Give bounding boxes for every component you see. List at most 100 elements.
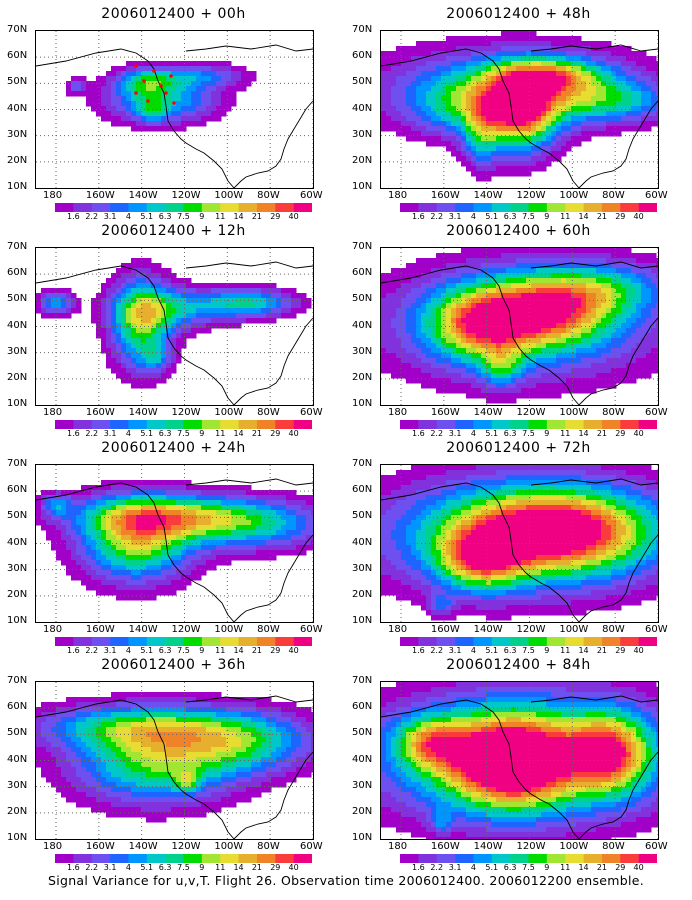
variance-cell <box>531 166 537 172</box>
variance-cell <box>626 111 632 117</box>
variance-cell <box>546 121 552 127</box>
variance-cell <box>111 353 117 359</box>
colorbar-label: 29 <box>270 212 281 221</box>
variance-cell <box>571 308 577 314</box>
variance-cell <box>646 303 652 309</box>
variance-cell <box>656 86 658 92</box>
variance-cell <box>231 525 237 531</box>
variance-cell <box>406 288 412 294</box>
variance-cell <box>606 61 612 67</box>
variance-cell <box>456 41 462 47</box>
variance-cell <box>446 333 452 339</box>
variance-cell <box>621 71 627 77</box>
variance-cell <box>86 570 92 576</box>
variance-cell <box>171 91 177 97</box>
variance-cell <box>581 258 587 264</box>
variance-cell <box>526 343 532 349</box>
variance-cell <box>526 303 532 309</box>
variance-cell <box>401 66 407 72</box>
variance-cell <box>471 66 477 72</box>
variance-cell <box>46 288 52 294</box>
variance-cell <box>636 338 642 344</box>
variance-cell <box>166 86 172 92</box>
variance-cell <box>471 283 477 289</box>
variance-cell <box>576 91 582 97</box>
variance-cell <box>456 126 462 132</box>
variance-cell <box>36 298 42 304</box>
variance-cell <box>556 253 562 259</box>
variance-cell <box>146 318 152 324</box>
variance-cell <box>126 363 132 369</box>
variance-cell <box>131 283 137 289</box>
variance-cell <box>426 283 432 289</box>
variance-cell <box>566 86 572 92</box>
variance-cell <box>401 91 407 97</box>
variance-cell <box>121 323 127 329</box>
variance-cell <box>491 393 497 399</box>
variance-cell <box>516 171 522 177</box>
variance-cell <box>191 293 197 299</box>
variance-cell <box>441 96 447 102</box>
variance-cell <box>181 328 187 334</box>
variance-cell <box>171 121 177 127</box>
variance-cell <box>276 520 282 526</box>
variance-cell <box>581 126 587 132</box>
variance-cell <box>151 505 157 511</box>
variance-cell <box>491 323 497 329</box>
variance-cell <box>596 313 602 319</box>
variance-cell <box>281 308 287 314</box>
variance-cell <box>611 268 617 274</box>
variance-cell <box>531 111 537 117</box>
variance-cell <box>136 308 142 314</box>
variance-cell <box>451 131 457 137</box>
variance-cell <box>266 550 272 556</box>
variance-cell <box>506 86 512 92</box>
lon-tick-label: 80W <box>602 407 625 418</box>
variance-cell <box>171 353 177 359</box>
variance-cell <box>521 353 527 359</box>
variance-cell <box>411 96 417 102</box>
variance-cell <box>406 96 412 102</box>
variance-cell <box>281 530 287 536</box>
variance-cell <box>486 318 492 324</box>
variance-cell <box>421 91 427 97</box>
variance-cell <box>196 66 202 72</box>
variance-cell <box>641 288 647 294</box>
variance-cell <box>561 268 567 274</box>
colorbar-label: 3.1 <box>103 212 117 221</box>
variance-cell <box>436 56 442 62</box>
variance-cell <box>171 575 177 581</box>
variance-cell <box>291 530 297 536</box>
variance-cell <box>496 358 502 364</box>
variance-cell <box>421 116 427 122</box>
variance-cell <box>541 298 547 304</box>
variance-cell <box>521 383 527 389</box>
variance-cell <box>476 298 482 304</box>
variance-cell <box>416 111 422 117</box>
colorbar-swatch <box>201 420 221 429</box>
variance-cell <box>226 540 232 546</box>
variance-cell <box>281 500 287 506</box>
variance-cell <box>411 368 417 374</box>
variance-cell <box>251 510 257 516</box>
variance-cell <box>391 288 397 294</box>
variance-cell <box>631 363 637 369</box>
variance-cell <box>146 303 152 309</box>
variance-cell <box>531 323 537 329</box>
variance-cell <box>86 505 92 511</box>
variance-cell <box>411 328 417 334</box>
variance-cell <box>566 258 572 264</box>
variance-cell <box>136 61 142 67</box>
variance-cell <box>106 348 112 354</box>
lon-tick-label: 120W <box>171 407 201 418</box>
variance-cell <box>76 525 82 531</box>
variance-cell <box>621 268 627 274</box>
variance-cell <box>551 318 557 324</box>
variance-cell <box>541 136 547 142</box>
variance-cell <box>441 126 447 132</box>
variance-cell <box>466 131 472 137</box>
variance-cell <box>256 555 262 561</box>
variance-cell <box>406 333 412 339</box>
variance-cell <box>141 66 147 72</box>
variance-cell <box>471 293 477 299</box>
